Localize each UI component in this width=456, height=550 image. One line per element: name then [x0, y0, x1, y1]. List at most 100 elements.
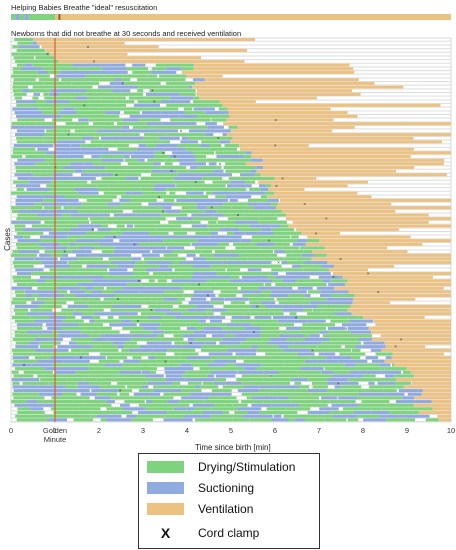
activity-bar: [54, 370, 76, 374]
activity-bar: [28, 180, 52, 184]
activity-bar: [249, 187, 261, 191]
activity-bar: [276, 297, 306, 301]
activity-bar: [110, 308, 127, 312]
activity-bar: [173, 176, 203, 180]
activity-bar: [290, 301, 302, 305]
activity-bar: [160, 166, 187, 169]
activity-bar: [312, 264, 322, 268]
ventilation-bar: [353, 297, 416, 301]
activity-bar: [357, 414, 380, 418]
activity-bar: [149, 114, 169, 118]
activity-bar: [26, 209, 49, 213]
activity-bar: [227, 184, 234, 188]
ventilation-bar: [348, 290, 451, 294]
activity-bar: [241, 275, 262, 279]
activity-bar: [223, 411, 230, 415]
activity-bar: [46, 151, 62, 155]
activity-bar: [181, 136, 188, 140]
activity-bar: [398, 389, 418, 393]
activity-bar: [35, 56, 55, 60]
activity-bar: [84, 162, 94, 166]
activity-bar: [110, 261, 136, 265]
activity-bar: [250, 158, 263, 162]
activity-bar: [62, 319, 84, 323]
activity-bar: [222, 385, 244, 389]
ventilation-bar: [396, 378, 451, 382]
activity-bar: [12, 392, 40, 396]
activity-bar: [299, 290, 307, 294]
cord-clamp-mark: ×: [67, 132, 70, 137]
activity-bar: [197, 166, 222, 169]
activity-bar: [53, 191, 79, 195]
activity-bar: [230, 180, 246, 184]
activity-bar: [11, 301, 27, 305]
activity-bar: [204, 418, 233, 422]
cord-clamp-mark: ×: [121, 81, 124, 86]
activity-bar: [135, 414, 165, 418]
activity-bar: [256, 166, 264, 169]
activity-bar: [97, 370, 120, 374]
activity-bar: [40, 378, 67, 382]
activity-bar: [112, 89, 121, 93]
activity-bar: [378, 359, 385, 363]
activity-bar: [71, 250, 86, 254]
activity-bar: [269, 202, 278, 206]
activity-bar: [16, 129, 45, 133]
activity-bar: [201, 140, 220, 144]
activity-bar: [75, 239, 99, 243]
activity-bar: [85, 78, 100, 82]
ventilation-bar: [271, 184, 348, 188]
activity-bar: [207, 363, 226, 367]
activity-bar: [240, 286, 259, 290]
activity-bar: [83, 400, 107, 404]
activity-bar: [283, 304, 294, 308]
ventilation-bar: [381, 348, 451, 352]
activity-bar: [122, 407, 146, 411]
activity-bar: [67, 304, 89, 308]
activity-bar: [12, 381, 20, 385]
activity-bar: [163, 392, 191, 396]
activity-bar: [134, 264, 160, 268]
activity-bar: [94, 133, 121, 137]
activity-bar: [113, 378, 140, 382]
activity-bar: [330, 319, 350, 323]
activity-bar: [46, 283, 60, 287]
activity-bar: [338, 359, 368, 363]
activity-bar: [292, 264, 301, 268]
activity-bar: [195, 231, 212, 235]
cord-clamp-mark: ×: [91, 227, 94, 232]
activity-bar: [43, 136, 57, 140]
activity-bar: [205, 122, 217, 126]
activity-bar: [425, 418, 439, 422]
activity-bar: [118, 389, 133, 393]
activity-bar: [194, 246, 203, 250]
activity-bar: [245, 356, 271, 360]
activity-bar: [344, 304, 351, 308]
activity-bar: [92, 345, 118, 349]
cord-clamp-mark: ×: [253, 330, 256, 335]
activity-bar: [225, 169, 251, 173]
activity-bar: [34, 257, 58, 261]
activity-bar: [246, 396, 253, 400]
activity-bar: [214, 378, 227, 382]
activity-bar: [322, 334, 343, 338]
activity-bar: [197, 114, 220, 118]
cord-clamp-mark: ×: [54, 165, 57, 170]
activity-bar: [21, 275, 31, 279]
activity-bar: [141, 246, 166, 250]
activity-bar: [155, 224, 182, 228]
activity-bar: [92, 195, 111, 199]
x-tick-label: 1: [53, 426, 57, 435]
activity-bar: [237, 370, 264, 374]
activity-bar: [327, 326, 345, 330]
legend-item-suctioning: Suctioning: [147, 480, 254, 496]
activity-bar: [179, 114, 198, 118]
activity-bar: [14, 235, 24, 239]
activity-bar: [226, 268, 241, 272]
activity-bar: [58, 334, 81, 338]
ventilation-bar: [230, 140, 442, 144]
activity-bar: [89, 334, 101, 338]
activity-bar: [150, 323, 161, 327]
activity-bar: [151, 400, 168, 404]
activity-bar: [182, 180, 205, 184]
